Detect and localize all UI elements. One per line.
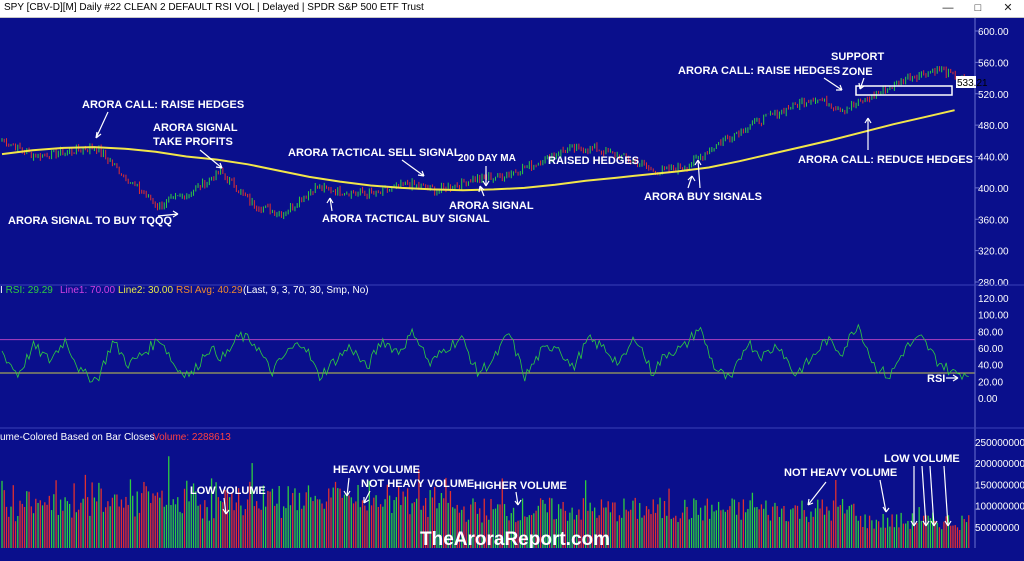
volume-tick-label: 200000000: [975, 459, 1024, 470]
annotation-not-heavy-volume-1: NOT HEAVY VOLUME: [361, 478, 474, 490]
annotation-not-heavy-volume-2: NOT HEAVY VOLUME: [784, 467, 897, 479]
window-titlebar: SPY [CBV-D][M] Daily #22 CLEAN 2 DEFAULT…: [0, 0, 1024, 18]
rsi-header-params: (Last, 9, 3, 70, 30, Smp, No): [243, 285, 369, 296]
annotation-higher-volume: HIGHER VOLUME: [474, 480, 567, 492]
rsi-line: [1, 323, 969, 383]
annotation-raise-hedges-1: ARORA CALL: RAISE HEDGES: [82, 99, 244, 111]
rsi-tick-label: 20.00: [978, 377, 1003, 388]
price-tick-label: 280.00: [978, 278, 1009, 289]
close-icon[interactable]: ✕: [1003, 2, 1013, 14]
volume-tick-label: 150000000: [975, 480, 1024, 491]
price-tick-label: 440.00: [978, 153, 1009, 164]
price-tick-label: 320.00: [978, 247, 1009, 258]
annotation-tactical-sell: ARORA TACTICAL SELL SIGNAL: [288, 147, 461, 159]
window-title: SPY [CBV-D][M] Daily #22 CLEAN 2 DEFAULT…: [4, 2, 424, 13]
annotation-take-profits-2: TAKE PROFITS: [153, 136, 233, 148]
volume-value: Volume: 2288613: [153, 432, 231, 443]
price-tick-label: 600.00: [978, 27, 1009, 38]
price-tick-label: 560.00: [978, 58, 1009, 69]
price-tick-label: 400.00: [978, 184, 1009, 195]
price-tag: 533.21: [957, 78, 988, 89]
rsi-tick-label: 0.00: [978, 394, 998, 405]
annotation-support-1: SUPPORT: [831, 51, 884, 63]
ma-200-line: [1, 109, 955, 192]
chart-area: 600.00 560.00 520.00 480.00 440.00 400.00 360.…: [0, 18, 1024, 561]
annotation-reduce-hedges: ARORA CALL: REDUCE HEDGES: [798, 154, 973, 166]
annotation-support-2: ZONE: [842, 66, 873, 78]
annotation-raise-hedges-2: ARORA CALL: RAISE HEDGES: [678, 65, 840, 77]
volume-header: ume-Colored Based on Bar Closes: [0, 432, 155, 443]
rsi-tick-label: 80.00: [978, 327, 1003, 338]
rsi-header-line1: Line1: 70.00: [60, 285, 115, 296]
rsi-tick-label: 40.00: [978, 361, 1003, 372]
ma-label: 200 DAY MA: [458, 153, 516, 164]
rsi-header-line2: Line2: 30.00: [118, 285, 173, 296]
annotation-heavy-volume: HEAVY VOLUME: [333, 464, 420, 476]
annotation-take-profits-1: ARORA SIGNAL: [153, 122, 238, 134]
price-tick-label: 360.00: [978, 215, 1009, 226]
volume-arrows: [222, 465, 952, 527]
annotation-buy-tqqq: ARORA SIGNAL TO BUY TQQQ: [8, 215, 172, 227]
rsi-tick-label: 120.00: [978, 294, 1009, 305]
annotation-tactical-buy: ARORA TACTICAL BUY SIGNAL: [322, 213, 490, 225]
minimize-icon[interactable]: —: [942, 2, 954, 14]
annotation-low-volume-2: LOW VOLUME: [884, 453, 960, 465]
price-tick-label: 480.00: [978, 121, 1009, 132]
volume-tick-label: 100000000: [975, 502, 1024, 513]
annotation-low-volume-1: LOW VOLUME: [190, 485, 266, 497]
rsi-label-arrow: [946, 374, 959, 382]
rsi-label: RSI: [927, 373, 945, 385]
price-tick-label: 520.00: [978, 90, 1009, 101]
rsi-tick-label: 100.00: [978, 311, 1009, 322]
price-tag-box: [956, 76, 976, 88]
annotation-raised-hedges: RAISED HEDGES: [548, 155, 639, 167]
rsi-header-avg: RSI Avg: 40.29: [176, 285, 243, 296]
chart-svg: 600.00 560.00 520.00 480.00 440.00 400.00 360.…: [0, 18, 1024, 561]
support-zone-box: [855, 85, 953, 96]
watermark: TheAroraReport.com: [420, 529, 610, 548]
rsi-tick-label: 60.00: [978, 344, 1003, 355]
rsi-header-rsi: I RSI: 29.29: [0, 285, 53, 296]
annotation-arora-signal: ARORA SIGNAL: [449, 200, 534, 212]
volume-tick-label: 250000000: [975, 438, 1024, 449]
annotation-buy-signals: ARORA BUY SIGNALS: [644, 191, 762, 203]
maximize-icon[interactable]: □: [974, 2, 982, 14]
volume-tick-label: 50000000: [975, 523, 1020, 534]
annotation-arrows: [95, 77, 872, 218]
